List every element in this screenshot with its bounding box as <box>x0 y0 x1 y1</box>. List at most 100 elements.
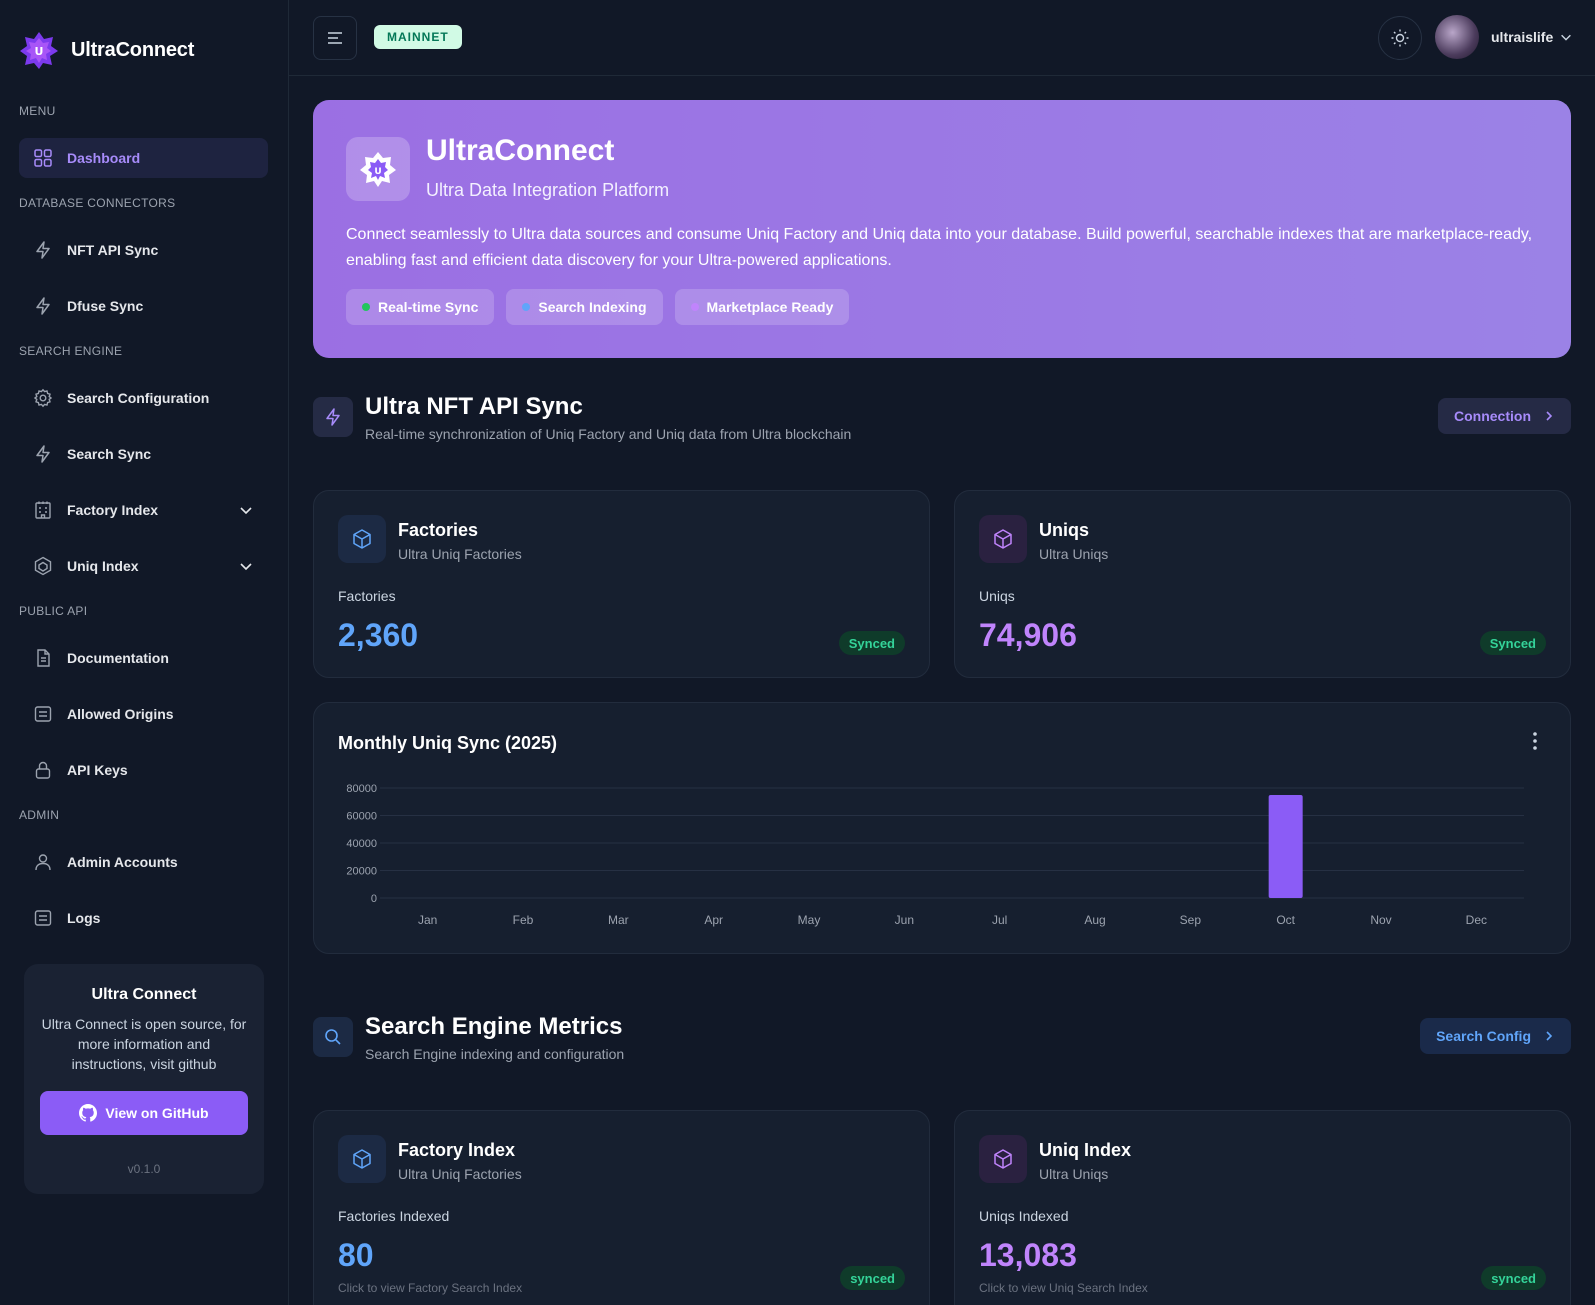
bolt-icon <box>36 241 50 259</box>
bar-chart: 80000 60000 40000 20000 0 Jan Feb Mar Apr May Jun J… <box>346 783 1524 927</box>
search-config-button[interactable]: Search Config <box>1420 1018 1571 1054</box>
card-title: Uniqs <box>1039 520 1090 540</box>
avatar[interactable] <box>1435 15 1479 59</box>
metric-value: 74,906 <box>979 617 1077 653</box>
promo-title: Ultra Connect <box>91 986 197 1003</box>
sidebar-item-label: Logs <box>67 910 101 926</box>
search-icon <box>313 1017 353 1057</box>
sidebar-item-logs[interactable]: Logs <box>19 898 268 938</box>
cube-icon <box>979 515 1027 563</box>
promo-text: Ultra Connect is open source, for more i… <box>41 1016 247 1072</box>
uniqs-card[interactable]: Uniqs Ultra Uniqs Uniqs 74,906 Synced <box>954 490 1571 678</box>
sidebar-item-dfuse-sync[interactable]: Dfuse Sync <box>19 286 268 326</box>
bar-oct <box>1268 795 1303 898</box>
section-subtitle: Search Engine indexing and configuration <box>365 1046 625 1062</box>
card-subtitle: Ultra Uniqs <box>1039 1166 1109 1182</box>
search-metrics-section-header: Search Engine Metrics Search Engine inde… <box>313 1013 1571 1062</box>
sidebar-item-label: Search Sync <box>67 446 152 462</box>
sidebar-item-label: API Keys <box>67 762 128 778</box>
metric-value: 80 <box>338 1237 374 1273</box>
chart-title: Monthly Uniq Sync (2025) <box>338 733 558 753</box>
card-hint[interactable]: Click to view Uniq Search Index <box>979 1281 1148 1295</box>
chip-real-time-sync: Real-time Sync <box>346 289 495 325</box>
sidebar-item-documentation[interactable]: Documentation <box>19 638 268 678</box>
x-tick-label: Apr <box>704 913 723 927</box>
metric-label: Factories <box>338 588 396 604</box>
y-tick-label: 40000 <box>346 838 377 850</box>
cube-icon <box>979 1135 1027 1183</box>
sidebar-item-nft-api-sync[interactable]: NFT API Sync <box>19 230 268 270</box>
chevron-down-icon <box>240 507 252 515</box>
svg-text:U: U <box>374 167 381 177</box>
uniq-index-card[interactable]: Uniq Index Ultra Uniqs Uniqs Indexed 13,… <box>954 1110 1571 1305</box>
card-subtitle: Ultra Uniq Factories <box>398 546 522 562</box>
card-subtitle: Ultra Uniqs <box>1039 546 1109 562</box>
user-icon <box>35 854 51 871</box>
chip-label: Search Indexing <box>538 299 647 315</box>
status-dot <box>362 303 370 311</box>
chevron-right-icon <box>1546 1031 1553 1041</box>
hero-banner: U UltraConnect Ultra Data Integration Pl… <box>313 100 1571 358</box>
brand[interactable]: U UltraConnect <box>19 30 194 70</box>
sidebar-item-admin-accounts[interactable]: Admin Accounts <box>19 842 268 882</box>
view-on-github-button[interactable]: View on GitHub <box>40 1091 248 1135</box>
menu-toggle-button[interactable] <box>313 16 357 60</box>
metric-value: 13,083 <box>979 1237 1077 1273</box>
version-label: v0.1.0 <box>127 1162 161 1176</box>
factories-card[interactable]: Factories Ultra Uniq Factories Factories… <box>313 490 930 678</box>
hero-description: Connect seamlessly to Ultra data sources… <box>346 226 1533 269</box>
menu-section-label: MENU <box>19 104 56 118</box>
chevron-down-icon <box>1561 34 1572 41</box>
open-source-promo: Ultra Connect Ultra Connect is open sour… <box>24 964 264 1194</box>
sidebar-item-search-configuration[interactable]: Search Configuration <box>19 378 268 418</box>
grid-icon <box>34 149 52 167</box>
chip-label: Real-time Sync <box>378 299 479 315</box>
factory-index-card[interactable]: Factory Index Ultra Uniq Factories Facto… <box>313 1110 930 1305</box>
x-tick-label: Dec <box>1466 913 1487 927</box>
card-hint[interactable]: Click to view Factory Search Index <box>338 1281 523 1295</box>
card-subtitle: Ultra Uniq Factories <box>398 1166 522 1182</box>
sidebar-item-label: Admin Accounts <box>67 854 178 870</box>
y-tick-label: 80000 <box>346 783 377 795</box>
y-tick-label: 60000 <box>346 811 377 823</box>
sidebar-item-allowed-origins[interactable]: Allowed Origins <box>19 694 268 734</box>
cube-icon <box>338 1135 386 1183</box>
monthly-uniq-sync-chart-card: Monthly Uniq Sync (2025) 80000 60000 40000… <box>313 702 1571 954</box>
sidebar-item-label: Dfuse Sync <box>67 298 144 314</box>
hero-logo-icon: U <box>346 137 410 201</box>
more-options-icon[interactable] <box>1532 731 1538 751</box>
metric-label: Uniqs Indexed <box>979 1208 1069 1224</box>
x-tick-label: May <box>798 913 821 927</box>
bolt-icon <box>313 397 353 437</box>
github-button-label: View on GitHub <box>105 1105 209 1121</box>
sidebar-item-label: Factory Index <box>67 502 159 518</box>
ultra-logo-icon: U <box>20 32 58 69</box>
sidebar-item-label: Allowed Origins <box>67 706 174 722</box>
x-tick-label: Nov <box>1370 913 1391 927</box>
sidebar-item-factory-index[interactable]: Factory Index <box>19 490 268 530</box>
sidebar-item-uniq-index[interactable]: Uniq Index <box>19 546 268 586</box>
status-badge: synced <box>1481 1266 1546 1290</box>
sidebar-item-search-sync[interactable]: Search Sync <box>19 434 268 474</box>
theme-toggle-button[interactable] <box>1378 16 1422 60</box>
metric-label: Factories Indexed <box>338 1208 450 1224</box>
feature-chips: Real-time Sync Search Indexing Marketpla… <box>346 289 850 325</box>
search-config-button-label: Search Config <box>1436 1028 1531 1044</box>
bolt-icon <box>36 297 50 315</box>
card-title: Factories <box>398 520 479 540</box>
connection-button[interactable]: Connection <box>1438 398 1571 434</box>
section-title: Search Engine Metrics <box>365 1013 623 1040</box>
x-tick-label: Sep <box>1180 913 1202 927</box>
card-title: Factory Index <box>398 1140 516 1160</box>
chip-search-indexing: Search Indexing <box>506 289 663 325</box>
sidebar-item-label: Dashboard <box>67 150 141 166</box>
status-badge: Synced <box>838 631 905 655</box>
sidebar-item-label: NFT API Sync <box>67 242 159 258</box>
document-icon <box>37 649 50 667</box>
admin-section-label: ADMIN <box>19 808 60 822</box>
user-menu[interactable]: ultraislife <box>1491 29 1573 45</box>
sidebar-item-dashboard[interactable]: Dashboard <box>19 138 268 178</box>
sidebar-item-api-keys[interactable]: API Keys <box>19 750 268 790</box>
status-dot <box>522 303 531 311</box>
lock-icon <box>35 761 51 779</box>
